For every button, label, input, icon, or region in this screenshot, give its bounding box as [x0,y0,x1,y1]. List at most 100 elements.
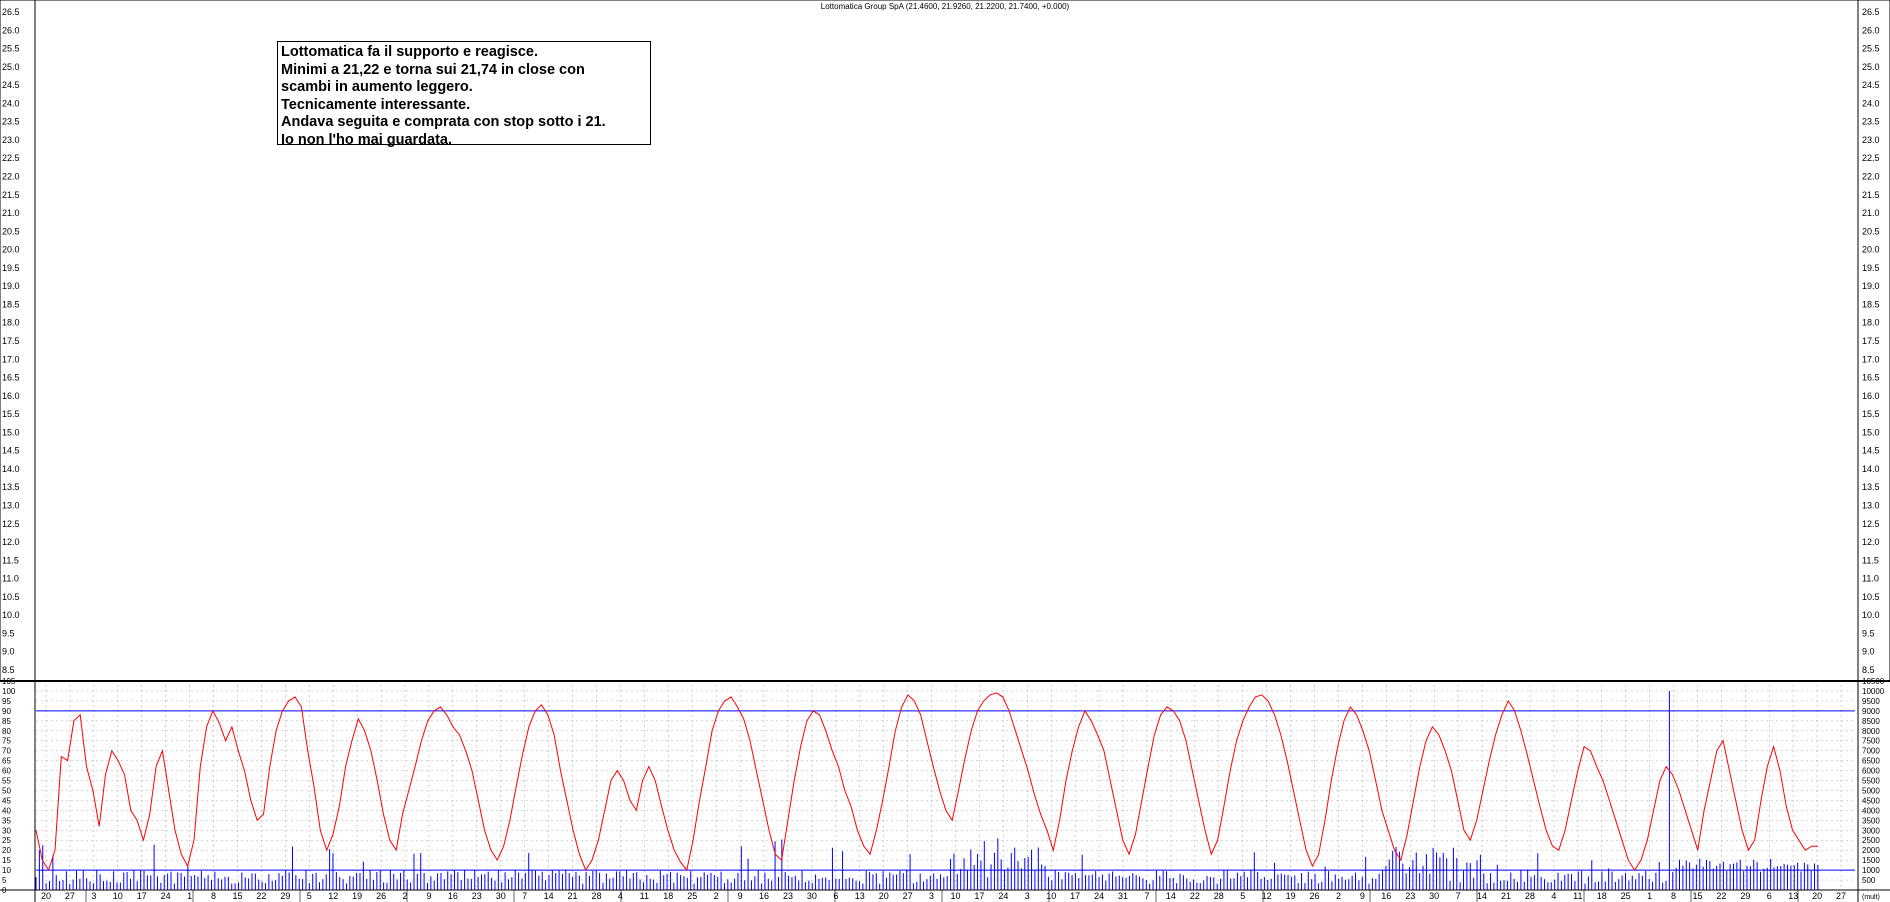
y-tick-label: 25.0 [1862,62,1880,72]
x-tick-label: 17 [137,891,147,901]
y-tick-label: 10.0 [2,610,20,620]
x-tick-label: 18 [1597,891,1607,901]
volume-tick-label: 3000 [1862,826,1880,835]
y-tick-label: 25.5 [1862,44,1880,54]
volume-tick-label: 4000 [1862,806,1880,815]
y-tick-label: 19.5 [2,263,20,273]
y-tick-label: 17.0 [1862,354,1880,364]
x-tick-label: 31 [1118,891,1128,901]
y-tick-label: 19.5 [1862,263,1880,273]
osc-tick-label: 105 [2,677,16,686]
x-tick-label: 2 [403,891,408,901]
y-tick-label: 21.0 [1862,208,1880,218]
volume-tick-label: 500 [1862,876,1876,885]
x-tick-label: 25 [1621,891,1631,901]
x-tick-label: 26 [1310,891,1320,901]
x-tick-label: 19 [352,891,362,901]
y-tick-label: 8.5 [2,665,15,675]
volume-tick-label: 8000 [1862,727,1880,736]
osc-tick-label: 80 [2,727,11,736]
y-tick-label: 15.0 [1862,427,1880,437]
volume-unit-label: (mult) [1862,894,1880,901]
x-tick-label: 8 [211,891,216,901]
y-tick-label: 22.5 [2,153,20,163]
x-tick-label: 16 [1381,891,1391,901]
x-tick-label: 7 [522,891,527,901]
x-tick-label: 3 [91,891,96,901]
osc-tick-label: 85 [2,717,11,726]
y-tick-label: 21.5 [1862,190,1880,200]
volume-tick-label: 7500 [1862,737,1880,746]
y-tick-label: 20.5 [1862,226,1880,236]
annotation-line: Lottomatica fa il supporto e reagisce. [281,44,539,60]
x-tick-label: 4 [618,891,623,901]
x-tick-label: 1 [187,891,192,901]
x-tick-label: 13 [855,891,865,901]
osc-tick-label: 90 [2,707,11,716]
y-tick-label: 14.5 [1862,446,1880,456]
y-tick-label: 23.0 [1862,135,1880,145]
volume-tick-label: 1000 [1862,866,1880,875]
y-tick-label: 12.5 [1862,519,1880,529]
x-tick-label: 2 [714,891,719,901]
annotation-line: Tecnicamente interessante. [281,96,471,113]
x-tick-label: 19 [1286,891,1296,901]
x-tick-label: 22 [1190,891,1200,901]
x-tick-label: 10 [113,891,123,901]
x-tick-label: 12 [1262,891,1272,901]
volume-tick-label: 2500 [1862,836,1880,845]
x-tick-label: 14 [1477,891,1487,901]
y-tick-label: 17.5 [1862,336,1880,346]
x-tick-label: 15 [1692,891,1702,901]
x-tick-label: 8 [1671,891,1676,901]
y-tick-label: 20.0 [1862,245,1880,255]
osc-tick-label: 70 [2,747,11,756]
y-tick-label: 9.5 [2,628,15,638]
y-tick-label: 12.5 [2,519,20,529]
y-tick-label: 19.0 [2,281,20,291]
x-tick-label: 7 [1144,891,1149,901]
x-tick-label: 6 [1767,891,1772,901]
x-tick-label: 11 [1573,891,1582,901]
x-tick-label: 27 [65,891,75,901]
y-tick-label: 15.5 [1862,409,1880,419]
y-tick-label: 20.0 [2,245,20,255]
volume-tick-label: 5000 [1862,786,1880,795]
x-tick-label: 20 [879,891,889,901]
y-tick-label: 15.0 [2,427,20,437]
x-tick-label: 23 [783,891,793,901]
y-tick-label: 25.5 [2,44,20,54]
y-tick-label: 21.0 [2,208,20,218]
y-tick-label: 23.5 [2,117,20,127]
x-tick-label: 14 [544,891,554,901]
volume-tick-label: 8500 [1862,717,1880,726]
x-tick-label: 20 [41,891,51,901]
x-tick-label: 2 [1336,891,1341,901]
x-tick-label: 22 [1716,891,1726,901]
oscillator-line [35,692,1818,872]
y-tick-label: 24.0 [1862,98,1880,108]
y-tick-label: 18.5 [2,299,20,309]
y-tick-label: 13.0 [2,501,20,511]
annotation-line: scambi in aumento leggero. [281,79,473,95]
osc-tick-label: 10 [2,866,11,875]
x-tick-label: 21 [568,891,578,901]
y-tick-label: 26.0 [2,25,20,35]
x-tick-label: 29 [280,891,290,901]
volume-tick-label: 2000 [1862,846,1880,855]
y-tick-label: 15.5 [2,409,20,419]
x-tick-label: 27 [903,891,913,901]
x-tick-label: 14 [1166,891,1176,901]
x-tick-label: 22 [256,891,266,901]
osc-tick-label: 35 [2,816,11,825]
y-tick-label: 22.0 [2,172,20,182]
x-tick-label: 4 [1551,891,1556,901]
annotation-box: Lottomatica fa il supporto e reagisce. M… [277,41,651,148]
y-tick-label: 21.5 [2,190,20,200]
y-tick-label: 9.0 [1862,647,1875,657]
x-tick-label: 9 [426,891,431,901]
annotation-line: Minimi a 21,22 e torna sui 21,74 in clos… [281,61,585,78]
y-tick-label: 16.0 [2,391,20,401]
y-tick-label: 9.5 [1862,628,1875,638]
y-tick-label: 23.5 [1862,117,1880,127]
